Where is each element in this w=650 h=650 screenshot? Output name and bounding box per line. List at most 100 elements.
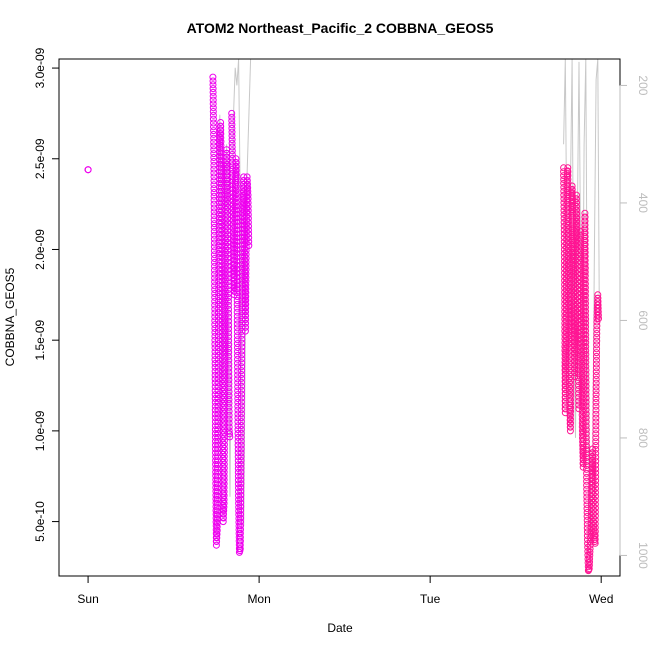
series-1-point (573, 210, 581, 218)
series-0-point (221, 339, 229, 347)
series-0-point (238, 343, 246, 351)
series-0-point (244, 214, 252, 222)
series-0-point (234, 375, 242, 383)
series-0-point (232, 186, 240, 194)
series-1-point (594, 298, 602, 306)
series-0-point (233, 261, 241, 269)
series-0-point (209, 77, 217, 85)
series-1-point (567, 400, 575, 408)
series-1-point (567, 388, 575, 396)
series-1-point (581, 288, 589, 296)
series-0-point (222, 217, 230, 225)
series-1-point (567, 404, 575, 412)
series-0-point (244, 187, 252, 195)
series-1-point (592, 387, 600, 395)
series-1-point (567, 415, 574, 423)
series-0-point (237, 526, 244, 534)
series-1-point (582, 343, 590, 350)
series-1-point (582, 370, 590, 378)
series-1-point (567, 419, 574, 427)
series-0-point (224, 301, 232, 309)
series-0-point (209, 88, 217, 96)
series-1-point (582, 414, 590, 422)
series-1-point (583, 473, 591, 481)
series-0-point (225, 329, 233, 337)
series-1-point (582, 339, 590, 347)
series-1-point (583, 489, 591, 497)
series-1-point (593, 352, 600, 360)
series-1-point (582, 390, 590, 398)
series-1-point (592, 477, 600, 485)
series-1-point (582, 362, 590, 370)
series-0-point (233, 336, 241, 344)
series-0-point (242, 277, 250, 285)
series-0-point (232, 159, 240, 167)
series-0-point (214, 340, 222, 348)
series-1-point (569, 202, 577, 210)
series-1-point (582, 335, 590, 343)
series-0-point (209, 81, 217, 89)
series-1-point (592, 422, 600, 430)
series-0-point (243, 177, 251, 184)
series-0-point (225, 348, 233, 356)
series-0-point (232, 198, 240, 206)
series-0-point (234, 395, 242, 402)
series-1-point (573, 258, 581, 266)
series-1-point (592, 383, 600, 391)
series-0-point (228, 124, 236, 132)
series-1-point (581, 272, 589, 280)
series-1-point (592, 457, 600, 465)
series-0-point (225, 352, 233, 360)
series-0-point (212, 437, 219, 445)
series-0-point (233, 304, 241, 312)
series-1-point (574, 281, 581, 289)
series-0-point (234, 406, 242, 414)
series-1-point (592, 372, 600, 379)
series-0-point (215, 183, 223, 191)
series-0-point (233, 308, 241, 316)
series-0-point (220, 445, 228, 452)
series-0-point (244, 203, 252, 211)
series-0-point (242, 323, 249, 331)
series-1-point (575, 393, 583, 401)
series-0-point (214, 391, 222, 399)
y2-axis: 200 400 600 800 1000 (619, 75, 650, 569)
series-1-point (573, 270, 581, 278)
series-0-point (244, 184, 252, 192)
series-0-point (237, 495, 245, 503)
series-1-point (593, 326, 601, 334)
series-0-point (220, 503, 228, 511)
series-0-point (221, 382, 229, 390)
series-0-point (233, 281, 241, 289)
series-1-point (582, 410, 590, 418)
series-0-point (225, 356, 233, 364)
series-0-point (232, 171, 240, 178)
series-0-point (232, 167, 240, 175)
series-1-point (592, 449, 600, 457)
series-0-point (214, 348, 222, 355)
series-0-point (238, 386, 245, 394)
series-0-point (221, 398, 229, 405)
series-0-point (233, 273, 241, 281)
series-1-point (560, 168, 568, 176)
series-0-point (244, 191, 252, 199)
series-1-point (583, 497, 591, 505)
series-1-point (564, 175, 572, 183)
series-0-point (240, 173, 248, 181)
series-1-point (567, 396, 575, 404)
series-0-point (225, 321, 233, 329)
series-0-point (221, 405, 229, 413)
x-tick-label: Mon (247, 592, 270, 606)
series-0-point (217, 134, 225, 142)
series-1-point (592, 398, 600, 406)
series-0-point (237, 506, 245, 514)
y2-tick-label: 1000 (636, 542, 650, 569)
series-0-point (228, 109, 236, 117)
series-0-point (221, 425, 228, 433)
series-1-point (594, 291, 602, 299)
series-0-point (237, 464, 245, 472)
series-0-point (237, 441, 245, 449)
series-1-point (567, 357, 575, 365)
series-0-point (242, 262, 250, 270)
series-0-point (212, 526, 220, 534)
